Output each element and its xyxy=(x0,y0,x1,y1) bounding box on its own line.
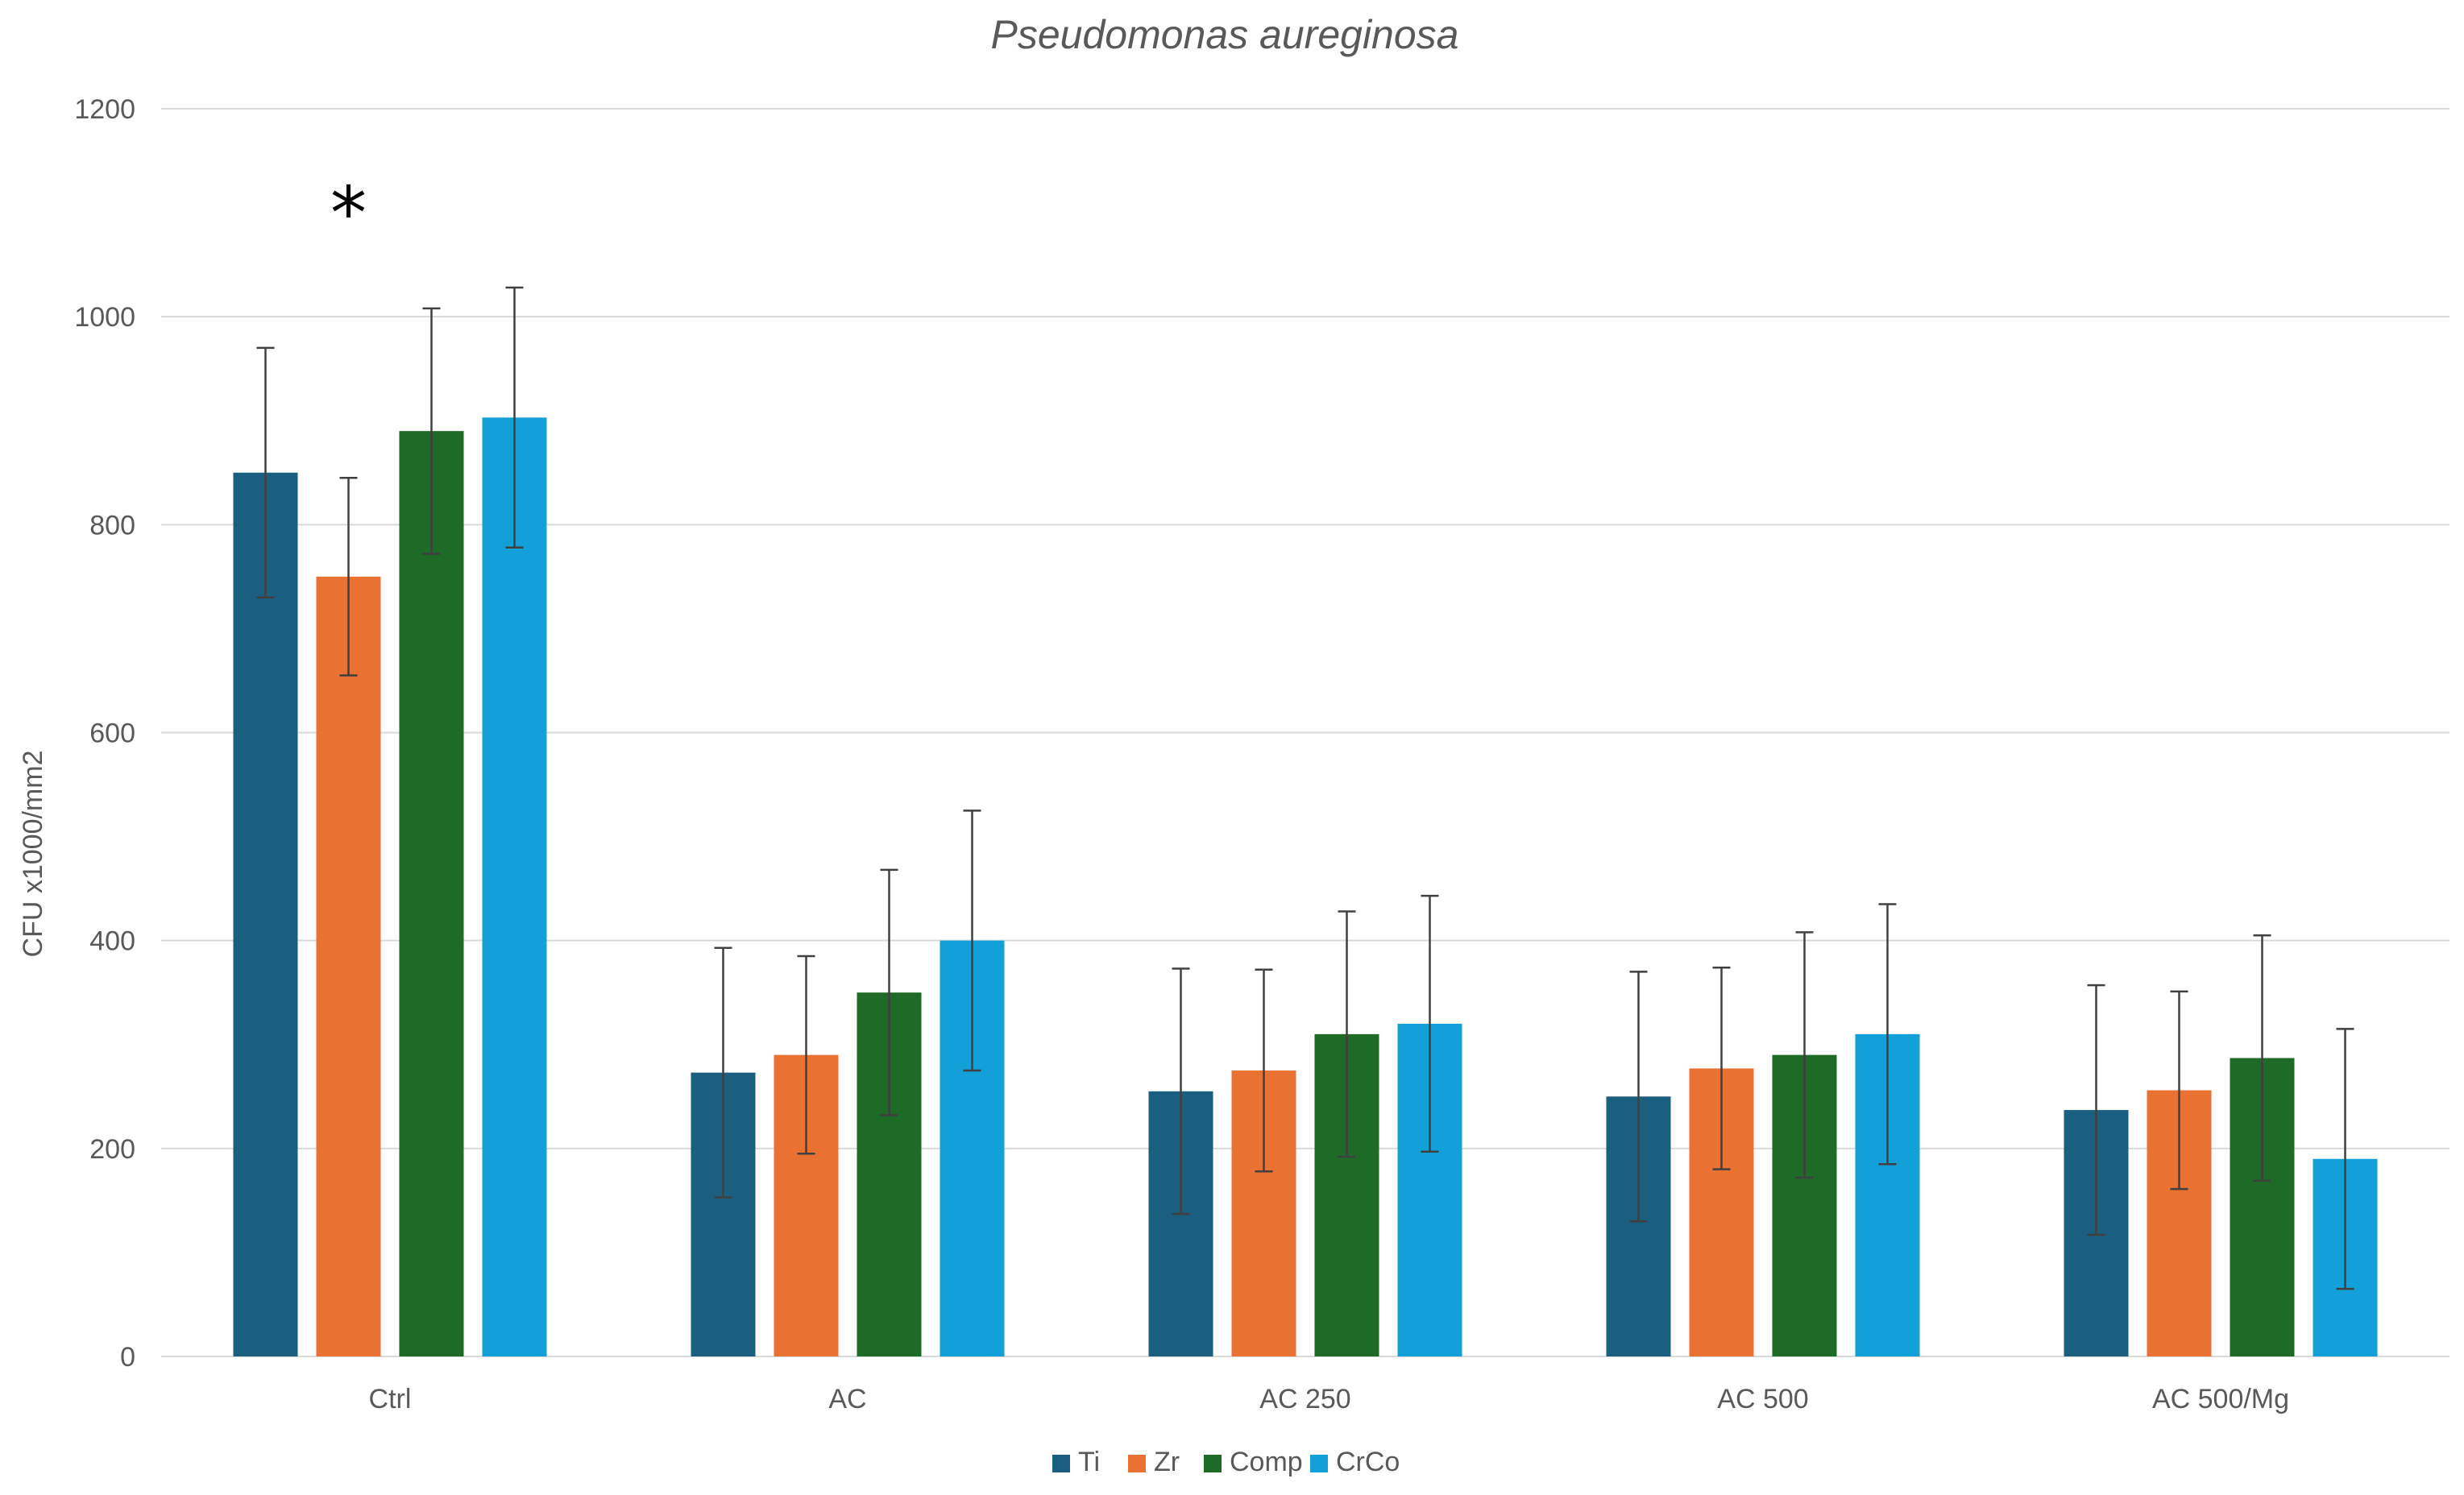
error-bar xyxy=(1421,894,1439,1153)
error-bar xyxy=(1878,903,1897,1166)
legend-swatch xyxy=(1052,1455,1070,1472)
legend-swatch xyxy=(1204,1455,1222,1472)
legend-label: Ti xyxy=(1078,1447,1100,1477)
y-tick-label: 800 xyxy=(89,510,135,540)
x-axis-labels: Ctrl AC AC 250 AC 500 AC 500/Mg xyxy=(369,1384,2289,1414)
y-tick-label: 600 xyxy=(89,719,135,749)
x-tick-label: AC 500/Mg xyxy=(2152,1384,2289,1414)
error-bar xyxy=(505,286,524,549)
legend: Ti Zr Comp CrCo xyxy=(1052,1447,1400,1477)
error-bar xyxy=(256,346,275,598)
error-bar xyxy=(1712,966,1731,1170)
error-bar xyxy=(1338,910,1356,1158)
error-bar xyxy=(422,307,441,555)
error-bar xyxy=(2087,984,2105,1236)
legend-label: Comp xyxy=(1230,1447,1303,1477)
error-bar xyxy=(2336,1028,2354,1290)
legend-item-zr: Zr xyxy=(1128,1447,1180,1477)
bar-comp-ctrl xyxy=(399,431,464,1356)
error-bars-layer xyxy=(256,286,2354,1290)
legend-label: Zr xyxy=(1154,1447,1180,1477)
bar-zr-ctrl xyxy=(316,576,381,1356)
y-axis-label: CFU x1000/mm2 xyxy=(18,751,48,958)
error-bar xyxy=(963,810,981,1072)
error-bar xyxy=(1795,931,1814,1179)
error-bar xyxy=(1255,968,1273,1173)
legend-item-ti: Ti xyxy=(1052,1447,1100,1477)
error-bar xyxy=(1629,971,1648,1223)
error-bar xyxy=(2170,990,2188,1191)
x-tick-label: AC 250 xyxy=(1259,1384,1350,1414)
x-tick-label: Ctrl xyxy=(369,1384,412,1414)
bar-ti-ctrl xyxy=(233,472,298,1356)
x-tick-label: AC 500 xyxy=(1717,1384,1808,1414)
legend-label: CrCo xyxy=(1336,1447,1400,1477)
y-tick-label: 1000 xyxy=(74,302,135,333)
y-tick-label: 200 xyxy=(89,1134,135,1165)
legend-item-crco: CrCo xyxy=(1310,1447,1400,1477)
error-bar xyxy=(2253,934,2271,1182)
y-tick-label: 400 xyxy=(89,926,135,957)
error-bar xyxy=(339,476,358,677)
error-bar xyxy=(880,868,898,1116)
error-bar xyxy=(1172,967,1190,1215)
y-tick-label: 1200 xyxy=(74,94,135,125)
legend-swatch xyxy=(1310,1455,1328,1472)
error-bar xyxy=(714,946,732,1199)
annotations-layer: * xyxy=(330,172,367,256)
legend-swatch xyxy=(1128,1455,1146,1472)
error-bar xyxy=(797,955,815,1155)
bars-layer xyxy=(233,417,2378,1357)
y-tick-label: 0 xyxy=(120,1342,135,1373)
significance-asterisk: * xyxy=(330,172,367,256)
legend-item-comp: Comp xyxy=(1204,1447,1303,1477)
x-tick-label: AC xyxy=(828,1384,866,1414)
chart-title: Pseudomonas aureginosa xyxy=(991,12,1459,57)
bar-crco-ctrl xyxy=(482,417,547,1357)
